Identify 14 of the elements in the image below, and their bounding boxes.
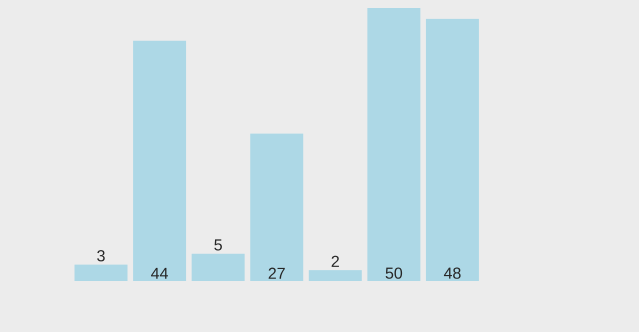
- data-label: 2: [332, 256, 339, 267]
- data-label: 3: [97, 250, 105, 262]
- data-label: 48: [444, 268, 461, 279]
- bar: [426, 18, 479, 281]
- bar: [133, 40, 186, 281]
- data-label: 5: [214, 239, 222, 250]
- data-label: 50: [386, 268, 402, 279]
- data-label: 27: [268, 268, 285, 279]
- bar: [308, 270, 362, 281]
- data-label: 44: [151, 268, 168, 279]
- bar: [250, 134, 304, 281]
- bar: [74, 264, 128, 281]
- bar: [367, 8, 420, 281]
- bar: [192, 254, 245, 281]
